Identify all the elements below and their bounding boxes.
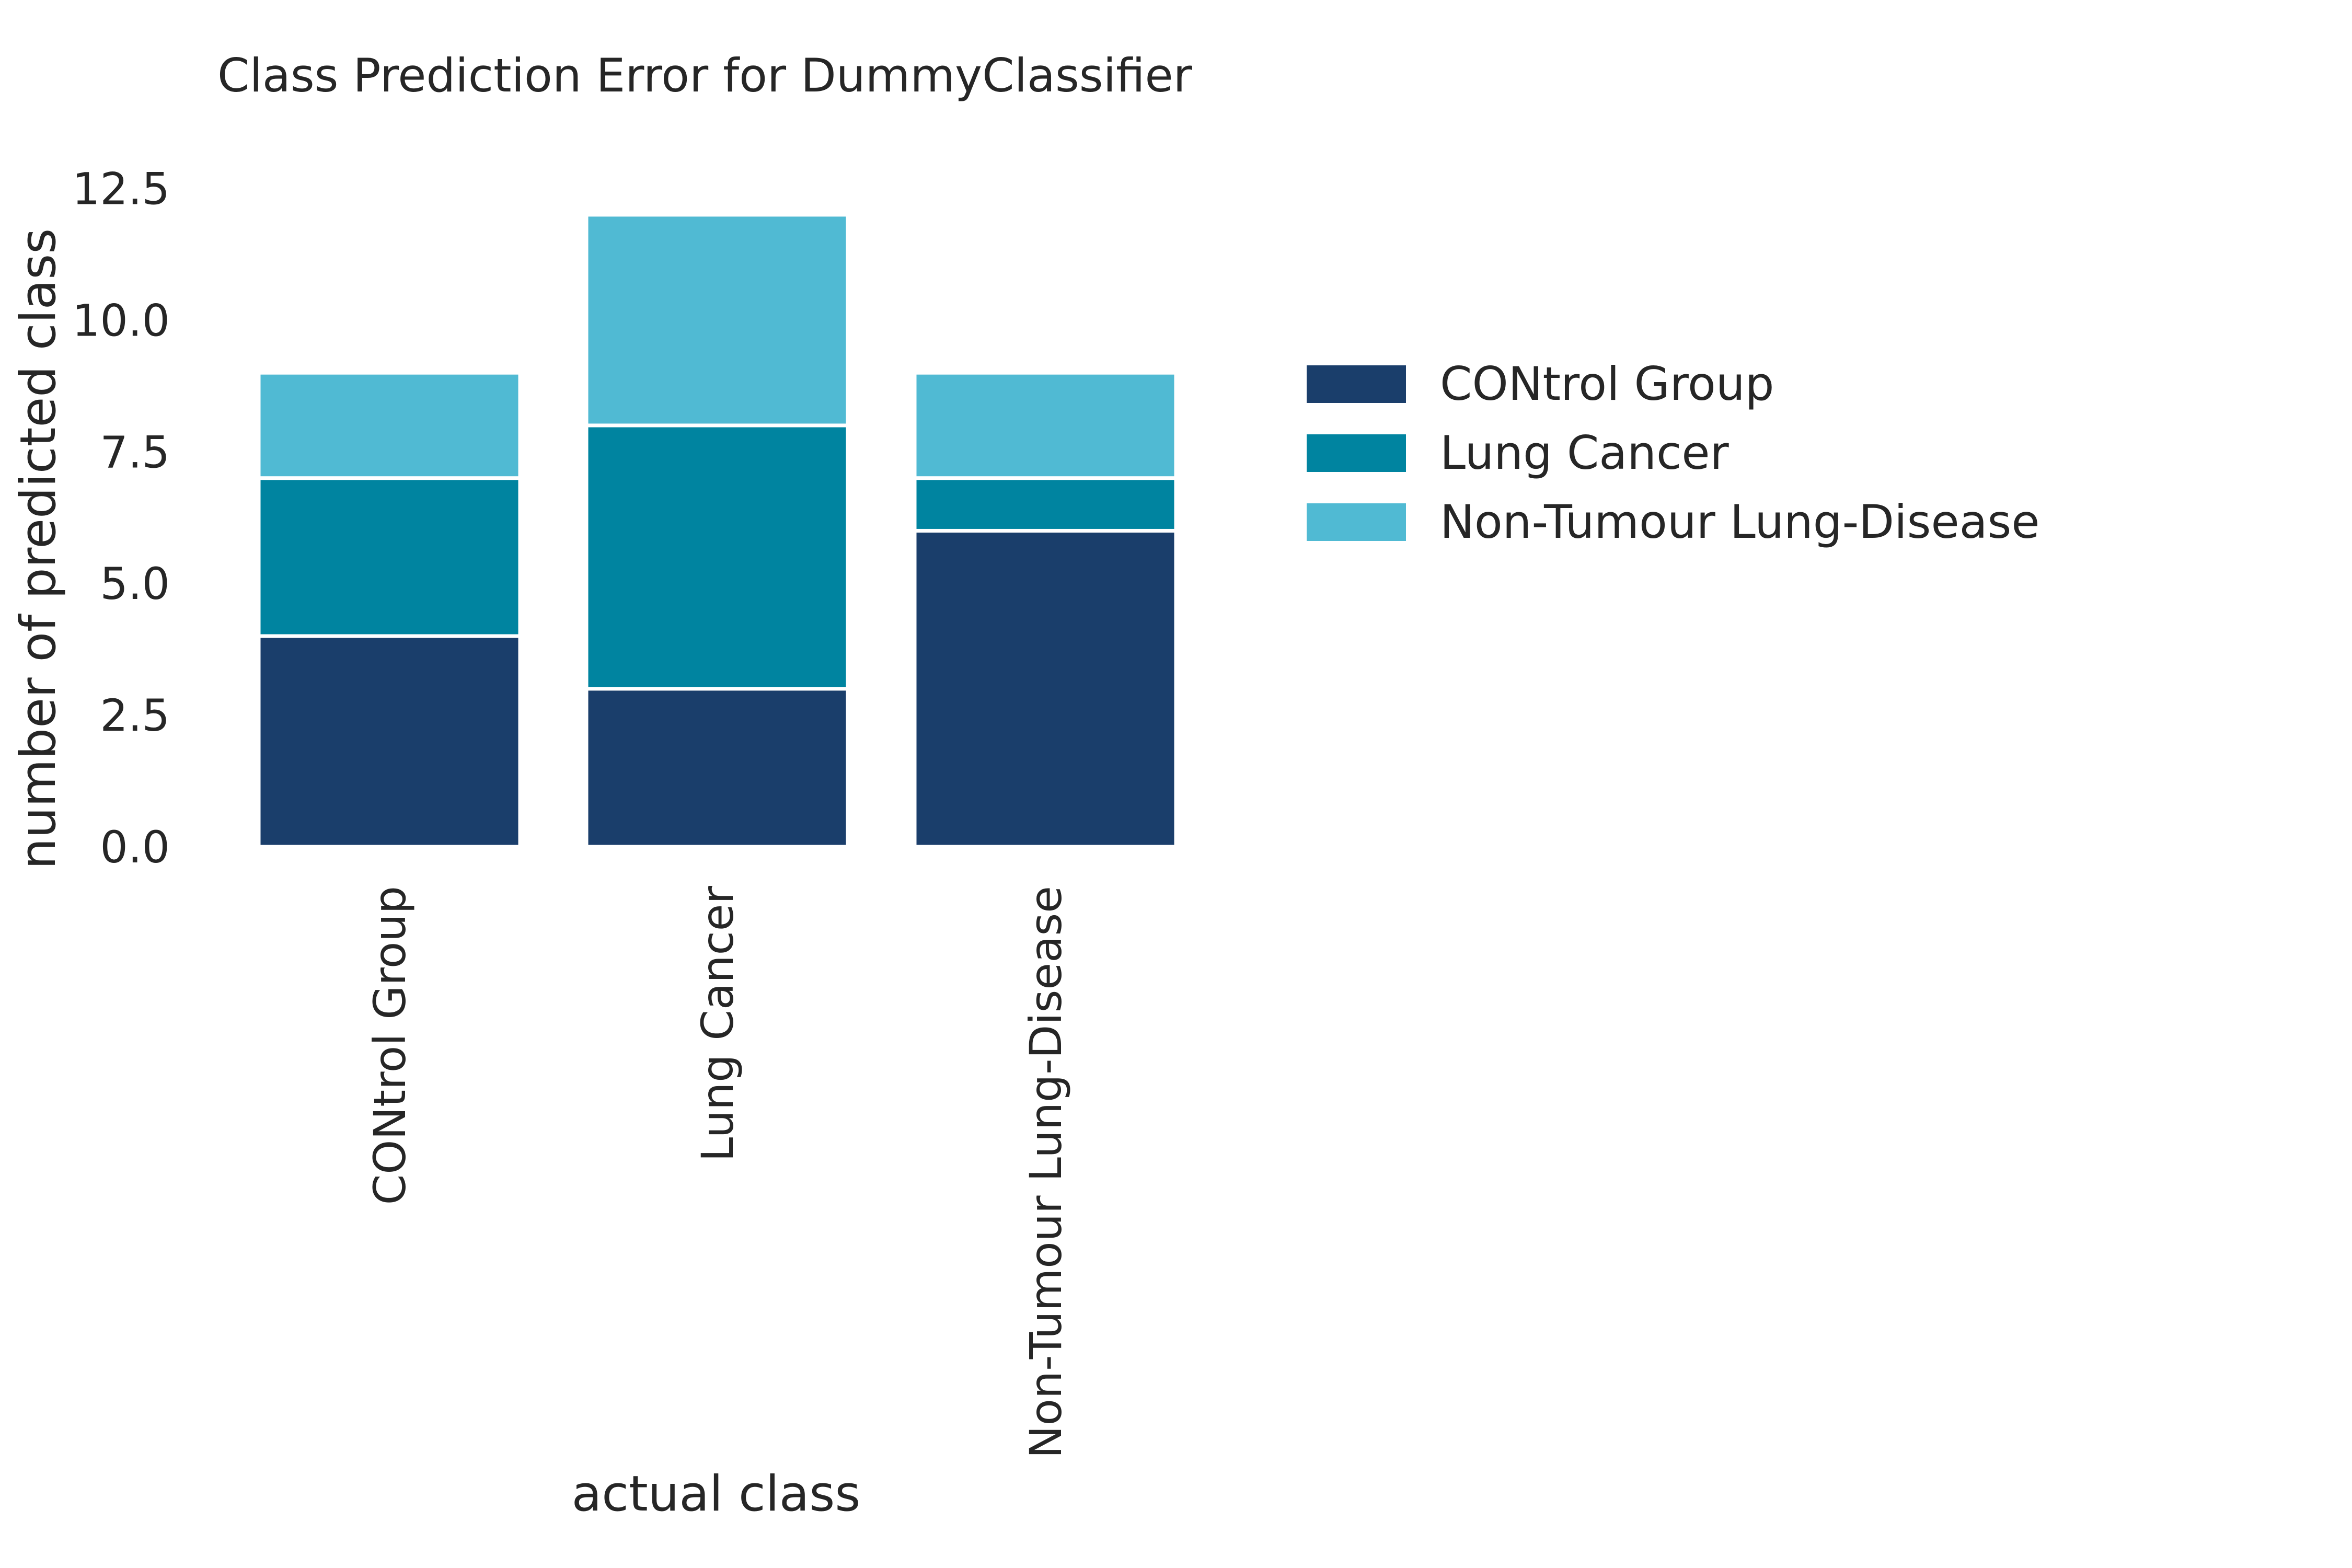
y-tick-label: 7.5 bbox=[100, 426, 170, 478]
legend-swatch bbox=[1307, 434, 1406, 472]
bar-segment bbox=[257, 476, 522, 638]
x-tick-label: Lung Cancer bbox=[692, 886, 743, 1162]
x-axis-label: actual class bbox=[572, 1466, 861, 1523]
bar-segment bbox=[584, 423, 850, 691]
legend-swatch bbox=[1307, 365, 1406, 403]
y-axis-label: number of predicted class bbox=[10, 228, 67, 869]
legend-swatch bbox=[1307, 503, 1406, 541]
legend-label: Lung Cancer bbox=[1440, 426, 1730, 480]
y-tick-label: 5.0 bbox=[100, 558, 170, 609]
x-tick-label: Non-Tumour Lung-Disease bbox=[1020, 886, 1071, 1458]
bar-segment bbox=[913, 476, 1178, 533]
bars bbox=[257, 213, 1178, 849]
bar-segment bbox=[913, 528, 1178, 849]
x-tick-label: CONtrol Group bbox=[364, 886, 416, 1205]
y-tick-label: 10.0 bbox=[72, 295, 170, 346]
bar-segment bbox=[257, 371, 522, 480]
bar-segment bbox=[913, 371, 1178, 480]
bar-segment bbox=[584, 213, 850, 428]
legend: CONtrol Group Lung Cancer Non-Tumour Lung-… bbox=[1307, 357, 2040, 549]
chart-title: Class Prediction Error for DummyClassifi… bbox=[217, 49, 1193, 102]
y-tick-label: 12.5 bbox=[72, 164, 170, 215]
y-tick-label: 2.5 bbox=[100, 690, 170, 741]
y-axis-ticks: 0.0 2.5 5.0 7.5 10.0 12.5 bbox=[72, 164, 170, 873]
y-tick-label: 0.0 bbox=[100, 822, 170, 873]
bar-segment bbox=[257, 634, 522, 849]
x-axis-ticks: CONtrol Group Lung Cancer Non-Tumour Lung-… bbox=[364, 886, 1071, 1459]
legend-label: CONtrol Group bbox=[1440, 357, 1774, 411]
bar-segment bbox=[584, 687, 850, 849]
legend-label: Non-Tumour Lung-Disease bbox=[1440, 495, 2040, 549]
